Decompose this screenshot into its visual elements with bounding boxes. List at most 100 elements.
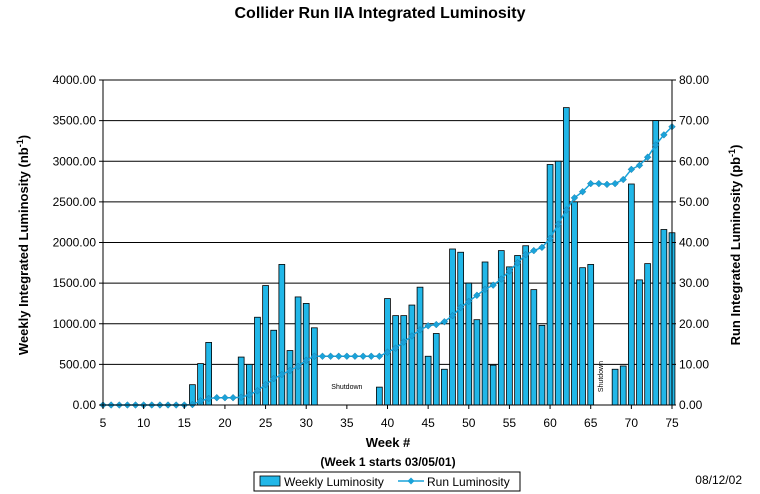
gridlines [103, 79, 672, 365]
run-marker-week-72 [643, 153, 652, 161]
run-marker-week-66 [595, 179, 603, 188]
y-right-tick-label: 10.00 [679, 357, 709, 371]
run-marker-week-32 [318, 352, 327, 360]
y-left-label-pre: Weekly Integrated Luminosity (nb [16, 147, 31, 355]
run-marker-week-39 [375, 352, 384, 360]
bar-week-71 [636, 279, 643, 406]
y-axis-right-label: Run Integrated Luminosity (pb-1) [727, 145, 743, 346]
run-marker-week-56 [513, 259, 522, 267]
x-axis-label: Week # [366, 435, 411, 450]
run-marker-week-48 [448, 311, 457, 320]
legend-label-weekly: Weekly Luminosity [284, 475, 384, 489]
x-axis-sublabel: (Week 1 starts 03/05/01) [320, 455, 455, 469]
run-marker-week-31 [310, 352, 319, 360]
bar-week-74 [660, 229, 668, 406]
bar-week-31 [311, 327, 318, 406]
bar-week-23 [245, 363, 253, 406]
bar-week-29 [294, 296, 302, 406]
legend-swatch-run-marker [407, 477, 415, 485]
y-axis-left-label: Weekly Integrated Luminosity (nb-1) [15, 135, 31, 355]
bar-week-56 [514, 255, 521, 406]
date-stamp: 08/12/02 [695, 473, 742, 487]
bar-week-70 [628, 183, 635, 406]
run-marker-week-19 [213, 394, 221, 402]
run-marker-week-22 [237, 393, 245, 401]
run-marker-week-34 [335, 352, 343, 360]
y-right-tick-label: 20.00 [679, 317, 709, 331]
y-left-tick-label: 3000.00 [53, 154, 97, 168]
run-marker-week-24 [253, 387, 262, 395]
bar-week-42 [400, 315, 408, 406]
run-marker-week-41 [391, 344, 400, 352]
bar-week-61 [554, 160, 562, 406]
y-left-label-post: ) [16, 135, 31, 139]
run-marker-week-43 [408, 332, 416, 340]
y-right-tick-label: 0.00 [679, 398, 703, 412]
run-marker-week-52 [481, 285, 489, 293]
bar-week-30 [302, 303, 310, 406]
x-tick-label: 50 [462, 416, 476, 430]
y-right-tick-label: 60.00 [679, 154, 709, 168]
annotation-shutdown-1: Shutdown [598, 361, 605, 392]
annotation-shutdown-0: Shutdown [331, 384, 362, 391]
run-marker-week-18 [204, 394, 213, 403]
run-marker-week-23 [245, 391, 253, 399]
x-tick-label: 45 [421, 416, 435, 430]
run-marker-week-29 [294, 362, 302, 371]
x-tick-label: 5 [100, 416, 107, 430]
y-left-tick-label: 500.00 [59, 357, 96, 371]
run-marker-week-67 [603, 180, 611, 189]
run-marker-week-47 [440, 318, 449, 326]
bar-week-72 [644, 263, 651, 406]
run-marker-week-69 [619, 175, 627, 184]
x-tick-label: 25 [259, 416, 273, 430]
x-tick-label: 75 [665, 416, 679, 430]
run-marker-week-38 [367, 352, 375, 360]
y-right-tick-label: 40.00 [679, 236, 709, 250]
bar-week-73 [652, 120, 660, 406]
bar-week-51 [473, 319, 481, 406]
run-marker-week-36 [351, 352, 359, 360]
bar-week-69 [619, 365, 627, 406]
y-right-tick-label: 30.00 [679, 276, 709, 290]
run-marker-week-70 [627, 165, 636, 174]
run-marker-week-21 [229, 394, 237, 402]
bar-week-65 [587, 264, 595, 406]
y-left-tick-label: 1000.00 [53, 317, 97, 331]
legend-box [253, 471, 521, 492]
y-left-tick-label: 2500.00 [53, 195, 97, 209]
y-left-tick-label: 2000.00 [53, 236, 97, 250]
run-marker-week-26 [270, 374, 278, 383]
annotations: Shutdown Shutdown [331, 361, 605, 392]
run-marker-week-42 [400, 338, 408, 346]
y-right-tick-label: 80.00 [679, 73, 709, 87]
run-marker-week-71 [635, 161, 644, 169]
y-left-tick-label: 0.00 [73, 398, 97, 412]
x-tick-label: 35 [340, 416, 354, 430]
run-marker-week-27 [278, 370, 286, 379]
y-left-label-sup: -1 [15, 139, 25, 147]
legend-label-run: Run Luminosity [427, 475, 510, 489]
run-marker-week-49 [456, 303, 465, 312]
bar-week-68 [611, 368, 619, 406]
y-left-tick-label: 1500.00 [53, 276, 97, 290]
x-tick-label: 55 [503, 416, 517, 430]
run-marker-week-62 [562, 206, 571, 214]
run-marker-week-45 [424, 322, 432, 330]
legend-swatch-weekly [259, 475, 281, 487]
run-marker-week-64 [578, 188, 587, 196]
run-marker-week-57 [522, 251, 530, 259]
run-marker-week-51 [473, 291, 481, 299]
bar-week-41 [392, 315, 399, 406]
run-marker-week-58 [530, 246, 538, 255]
bar-week-49 [457, 251, 464, 406]
y-left-tick-label: 3500.00 [53, 114, 97, 128]
run-marker-week-28 [286, 366, 294, 375]
run-marker-week-54 [497, 275, 505, 283]
bar-week-43 [408, 304, 416, 406]
bar-week-54 [497, 250, 505, 406]
bar-week-39 [376, 386, 383, 406]
chart-title: Collider Run IIA Integrated Luminosity [235, 5, 526, 22]
y-right-label-sup: -1 [727, 149, 737, 157]
bar-week-47 [441, 368, 448, 406]
